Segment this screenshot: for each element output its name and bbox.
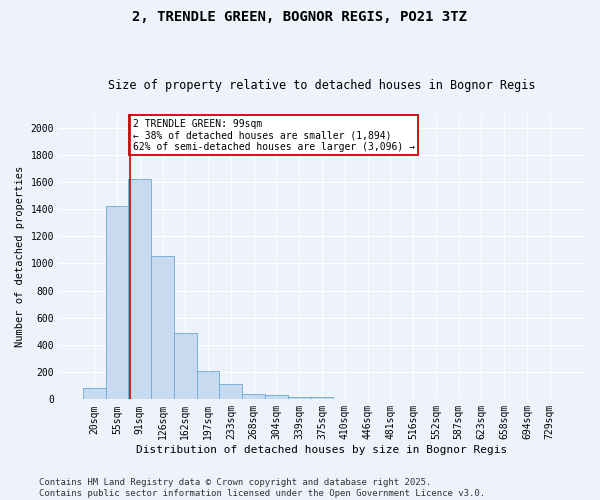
- Bar: [197, 372, 220, 400]
- Text: 2, TRENDLE GREEN, BOGNOR REGIS, PO21 3TZ: 2, TRENDLE GREEN, BOGNOR REGIS, PO21 3TZ: [133, 10, 467, 24]
- Bar: [242, 394, 265, 400]
- Text: 2 TRENDLE GREEN: 99sqm
← 38% of detached houses are smaller (1,894)
62% of semi-: 2 TRENDLE GREEN: 99sqm ← 38% of detached…: [133, 119, 415, 152]
- Bar: [174, 333, 197, 400]
- Bar: [151, 256, 174, 400]
- Bar: [128, 179, 151, 400]
- Bar: [83, 388, 106, 400]
- Title: Size of property relative to detached houses in Bognor Regis: Size of property relative to detached ho…: [108, 79, 536, 92]
- Bar: [288, 396, 311, 400]
- Bar: [106, 206, 128, 400]
- Y-axis label: Number of detached properties: Number of detached properties: [15, 166, 25, 348]
- Bar: [220, 384, 242, 400]
- Bar: [311, 396, 334, 400]
- Text: Contains HM Land Registry data © Crown copyright and database right 2025.
Contai: Contains HM Land Registry data © Crown c…: [39, 478, 485, 498]
- Bar: [265, 394, 288, 400]
- X-axis label: Distribution of detached houses by size in Bognor Regis: Distribution of detached houses by size …: [136, 445, 508, 455]
